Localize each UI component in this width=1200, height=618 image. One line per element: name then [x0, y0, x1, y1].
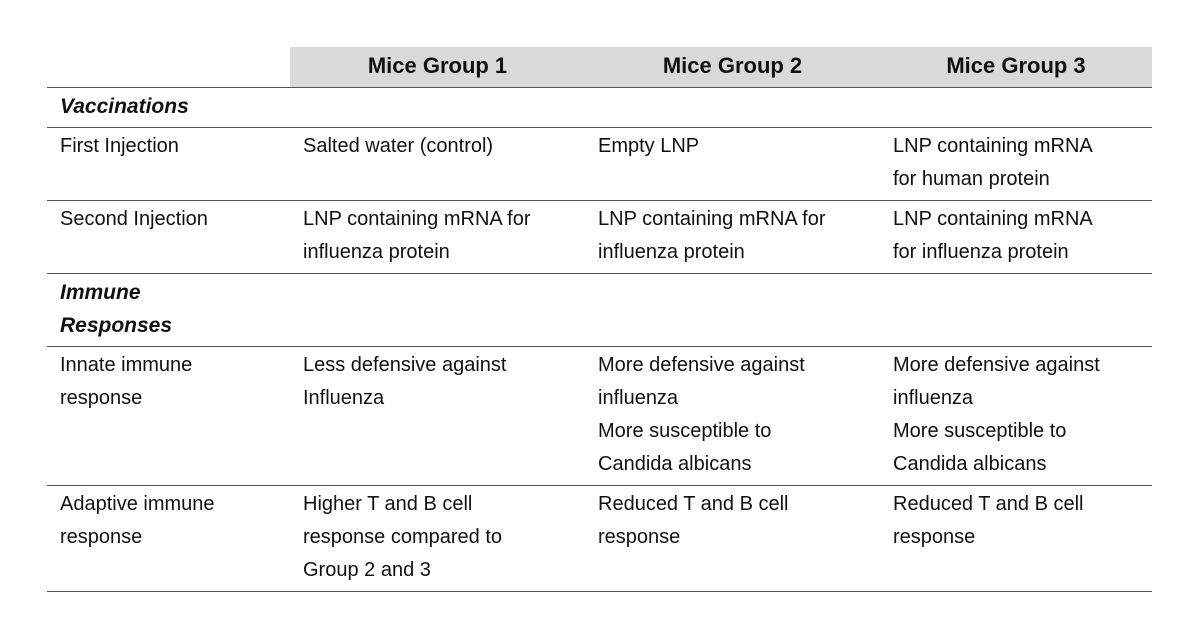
cell-text: Reduced T and B cell response: [598, 488, 838, 554]
data-row: Adaptive immune response Higher T and B c…: [47, 485, 1152, 592]
empty-cell: [585, 273, 880, 347]
cell-line: Empty LNP: [598, 135, 700, 157]
row-label: First Injection: [47, 127, 290, 201]
data-row: First Injection Salted water (control) Emp…: [47, 127, 1152, 201]
cell-text: More defensive against influenza More sus…: [598, 349, 838, 481]
cell: Reduced T and B cell response: [880, 485, 1152, 592]
section-row: Immune Responses: [47, 273, 1152, 347]
cell-line: Reduced T and B cell response: [598, 493, 789, 548]
section-row: Vaccinations: [47, 87, 1152, 128]
cell-text: Higher T and B cell response compared to…: [303, 488, 543, 587]
data-row: Second Injection LNP containing mRNA for …: [47, 200, 1152, 274]
cell: LNP containing mRNA for influenza protei…: [880, 200, 1152, 274]
cell-line: LNP containing mRNA for human protein: [893, 135, 1092, 190]
row-label: Innate immune response: [47, 346, 290, 486]
cell-line: LNP containing mRNA for influenza protei…: [303, 208, 531, 263]
row-label-text: First Injection: [60, 135, 179, 157]
cell: LNP containing mRNA for influenza protei…: [585, 200, 880, 274]
cell-text: Less defensive against Influenza: [303, 349, 543, 415]
cell-line: More susceptible to Candida albicans: [598, 420, 772, 475]
row-label: Second Injection: [47, 200, 290, 274]
table-body: Vaccinations First Injection Salted water …: [47, 87, 1152, 592]
cell: LNP containing mRNA for influenza protei…: [290, 200, 585, 274]
blank-header: [47, 47, 290, 88]
column-header: Mice Group 3: [880, 47, 1152, 88]
cell-line: LNP containing mRNA for influenza protei…: [598, 208, 826, 263]
cell-line: More susceptible to Candida albicans: [893, 420, 1067, 475]
comparison-table: Mice Group 1 Mice Group 2 Mice Group 3 Vac…: [47, 47, 1152, 592]
cell: More defensive against influenza More sus…: [880, 346, 1152, 486]
row-label-text: Second Injection: [60, 208, 208, 230]
cell: Less defensive against Influenza: [290, 346, 585, 486]
cell: Empty LNP: [585, 127, 880, 201]
column-header: Mice Group 2: [585, 47, 880, 88]
data-row: Innate immune response Less defensive aga…: [47, 346, 1152, 486]
cell-text: LNP containing mRNA for human protein: [893, 130, 1108, 196]
column-header: Mice Group 1: [290, 47, 585, 88]
empty-cell: [290, 87, 585, 128]
cell-text: Reduced T and B cell response: [893, 488, 1108, 554]
cell-line: More defensive against influenza: [893, 354, 1100, 409]
cell-line: Less defensive against Influenza: [303, 354, 507, 409]
cell: Reduced T and B cell response: [585, 485, 880, 592]
empty-cell: [880, 87, 1152, 128]
header-row: Mice Group 1 Mice Group 2 Mice Group 3: [47, 47, 1152, 88]
section-title: Immune Responses: [47, 273, 290, 347]
cell: Higher T and B cell response compared to…: [290, 485, 585, 592]
row-label-text: Innate immune response: [60, 354, 193, 409]
section-title-text: Immune Responses: [60, 281, 173, 337]
empty-cell: [880, 273, 1152, 347]
cell-line: Salted water (control): [303, 135, 494, 157]
cell: More defensive against influenza More sus…: [585, 346, 880, 486]
cell: Salted water (control): [290, 127, 585, 201]
cell-line: More defensive against influenza: [598, 354, 805, 409]
cell-line: Reduced T and B cell response: [893, 493, 1084, 548]
row-label: Adaptive immune response: [47, 485, 290, 592]
cell-line: Higher T and B cell response compared to…: [303, 493, 503, 581]
cell-text: Salted water (control): [303, 130, 543, 163]
empty-cell: [585, 87, 880, 128]
cell-text: Empty LNP: [598, 130, 838, 163]
row-label-text: Adaptive immune response: [60, 493, 215, 548]
section-title: Vaccinations: [47, 87, 290, 128]
cell: LNP containing mRNA for human protein: [880, 127, 1152, 201]
section-title-text: Vaccinations: [60, 95, 189, 118]
empty-cell: [290, 273, 585, 347]
cell-line: LNP containing mRNA for influenza protei…: [893, 208, 1092, 263]
cell-text: LNP containing mRNA for influenza protei…: [893, 203, 1108, 269]
cell-text: More defensive against influenza More sus…: [893, 349, 1108, 481]
cell-text: LNP containing mRNA for influenza protei…: [303, 203, 543, 269]
cell-text: LNP containing mRNA for influenza protei…: [598, 203, 838, 269]
